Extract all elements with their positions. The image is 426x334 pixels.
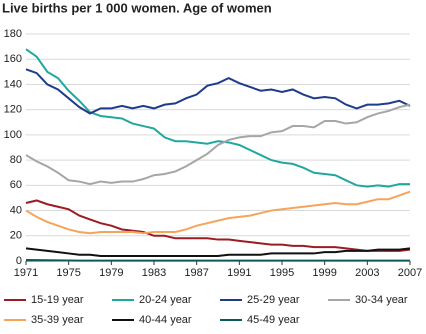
- x-tick-label: 1975: [56, 267, 80, 279]
- y-tick-label: 40: [10, 204, 22, 216]
- legend-label: 20-24 year: [139, 294, 192, 306]
- x-tick-label: 1995: [270, 267, 294, 279]
- legend-label: 30-34 year: [355, 294, 408, 306]
- y-tick-label: 140: [4, 78, 22, 90]
- x-tick-label: 1991: [227, 267, 251, 279]
- legend-label: 45-49 year: [247, 314, 300, 326]
- y-tick-label: 120: [4, 104, 22, 116]
- y-tick-label: 160: [4, 53, 22, 65]
- x-tick-label: 1987: [184, 267, 208, 279]
- series-line: [25, 68, 411, 115]
- y-tick-label: 80: [10, 154, 22, 166]
- x-tick-label: 1983: [142, 267, 166, 279]
- y-tick-label: 0: [16, 255, 22, 267]
- legend-label: 40-44 year: [139, 314, 192, 326]
- series-line: [25, 48, 410, 188]
- x-tick-label: 1971: [14, 267, 38, 279]
- series-line: [25, 190, 411, 235]
- series-line: [25, 199, 411, 252]
- x-tick-label: 1999: [312, 267, 336, 279]
- legend-label: 25-29 year: [247, 294, 300, 306]
- series-line: [25, 247, 411, 257]
- legend-label: 15-19 year: [31, 294, 84, 306]
- x-tick-label: 1979: [99, 267, 123, 279]
- y-tick-label: 180: [4, 28, 22, 40]
- y-tick-label: 100: [4, 129, 22, 141]
- series-line: [25, 103, 411, 186]
- x-tick-label: 2007: [398, 267, 422, 279]
- legend-label: 35-39 year: [31, 314, 84, 326]
- x-tick-label: 2003: [355, 267, 379, 279]
- chart-title: Live births per 1 000 women. Age of wome…: [2, 0, 272, 15]
- y-tick-label: 60: [10, 179, 22, 191]
- y-tick-label: 20: [10, 230, 22, 242]
- series-line: [25, 258, 410, 262]
